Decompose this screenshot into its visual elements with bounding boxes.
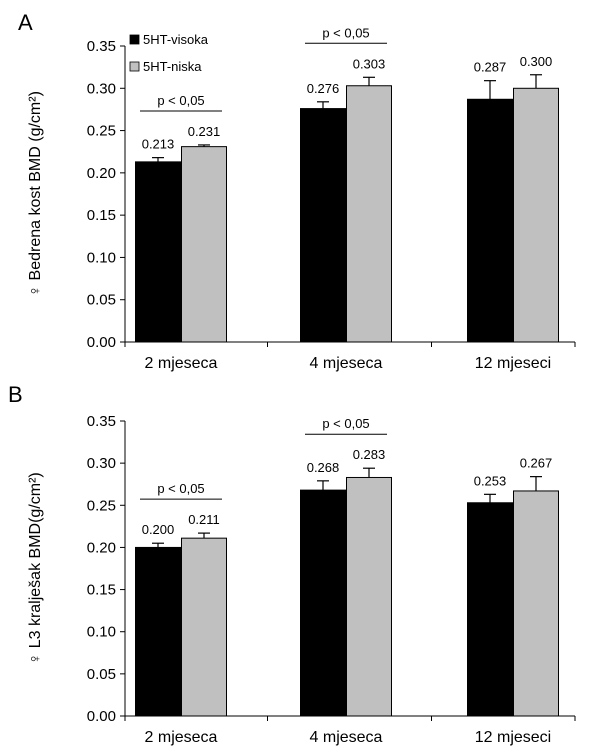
panel-label: A	[18, 10, 33, 35]
significance-label: p < 0,05	[322, 25, 369, 40]
y-tick-label: 0.15	[87, 582, 116, 599]
legend: 5HT-visoka 5HT-niska	[129, 32, 209, 74]
y-tick-label: 0.25	[87, 123, 116, 140]
panel-label: B	[8, 382, 23, 407]
significance-label: p < 0,05	[322, 416, 369, 431]
bar-5ht-visoka	[135, 161, 181, 343]
category-label: 2 mjeseca	[145, 355, 218, 372]
category-label: 12 mjeseci	[475, 729, 551, 746]
y-tick-label: 0.05	[87, 292, 116, 309]
data-label: 0.231	[188, 124, 221, 139]
legend-swatch-5ht-visoka	[129, 34, 140, 45]
y-tick-label: 0.15	[87, 207, 116, 224]
y-axis-label: ♀ Bedrena kost BMD (g/cm²)	[27, 91, 44, 297]
y-tick-label: 0.35	[87, 38, 116, 55]
significance-label: p < 0,05	[157, 93, 204, 108]
y-tick-label: 0.20	[87, 539, 116, 556]
data-label: 0.287	[474, 60, 507, 75]
y-tick-label: 0.20	[87, 165, 116, 182]
data-label: 0.200	[142, 522, 175, 537]
bar-5ht-niska	[181, 537, 227, 717]
bar-5ht-niska	[346, 85, 392, 343]
data-label: 0.283	[353, 447, 386, 462]
bar-5ht-visoka	[300, 108, 346, 343]
y-tick-label: 0.05	[87, 666, 116, 683]
y-tick-label: 0.00	[87, 708, 116, 725]
data-label: 0.211	[188, 512, 220, 527]
bar-5ht-niska	[181, 146, 227, 343]
y-tick-label: 0.30	[87, 455, 116, 472]
significance-label: p < 0,05	[157, 481, 204, 496]
legend-entry: 5HT-niska	[143, 59, 202, 74]
bar-5ht-visoka	[135, 546, 181, 717]
data-label: 0.303	[353, 56, 386, 71]
panel-b: B ♀ L3 kralješak BMD(g/cm²) 0.00 0.05 0.10 0.…	[8, 382, 576, 746]
legend-entry: 5HT-visoka	[143, 32, 209, 47]
y-tick-label: 0.35	[87, 413, 116, 430]
data-label: 0.213	[142, 137, 175, 152]
y-axis-label: ♀ L3 kralješak BMD(g/cm²)	[27, 472, 44, 664]
data-label: 0.300	[520, 54, 553, 69]
data-label: 0.253	[474, 473, 507, 488]
bar-5ht-niska	[513, 490, 559, 717]
data-label: 0.268	[307, 460, 340, 475]
y-tick-label: 0.10	[87, 624, 116, 641]
bar-5ht-visoka	[467, 502, 513, 717]
data-label: 0.267	[520, 456, 553, 471]
category-label: 2 mjeseca	[145, 729, 218, 746]
category-label: 4 mjeseca	[310, 355, 383, 372]
y-tick-label: 0.30	[87, 80, 116, 97]
bar-5ht-visoka	[300, 489, 346, 717]
bar-5ht-visoka	[467, 98, 513, 343]
y-tick-label: 0.25	[87, 497, 116, 514]
category-label: 12 mjeseci	[475, 355, 551, 372]
bar-5ht-niska	[346, 476, 392, 717]
y-tick-label: 0.10	[87, 249, 116, 266]
data-label: 0.276	[307, 81, 340, 96]
panel-a: A ♀ Bedrena kost BMD (g/cm²) 0.00 0.05 0.10 0…	[18, 10, 576, 372]
bar-5ht-niska	[513, 87, 559, 343]
legend-swatch-5ht-niska	[129, 61, 140, 72]
y-tick-label: 0.00	[87, 334, 116, 351]
category-label: 4 mjeseca	[310, 729, 383, 746]
